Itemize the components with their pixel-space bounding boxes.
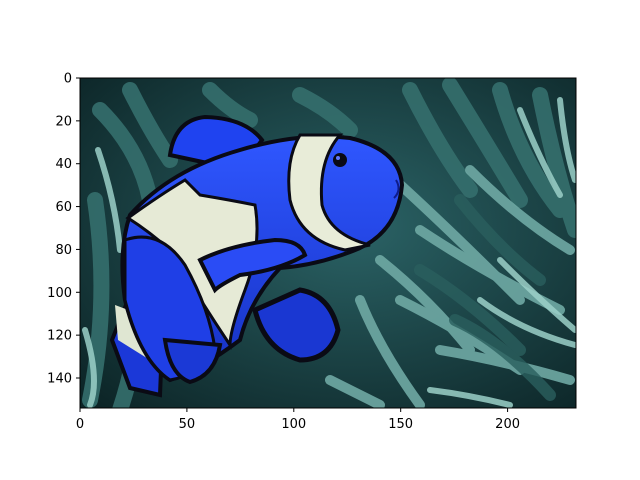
y-tick-label: 140	[47, 372, 72, 387]
y-tick-label: 120	[47, 329, 72, 344]
y-tick-label: 20	[55, 114, 72, 129]
y-tick-label: 60	[55, 200, 72, 215]
x-tick-label: 200	[495, 417, 520, 432]
x-tick-label: 150	[388, 417, 413, 432]
clownfish	[109, 114, 405, 398]
y-tick-label: 100	[47, 286, 72, 301]
fish-pectoral-fin	[197, 237, 308, 294]
y-axis: 0 20 40 60 80 100 120 140	[47, 72, 80, 387]
fish-head-stripe	[287, 133, 371, 252]
fish-pelvic-fin	[252, 287, 341, 363]
anemone-tentacles	[82, 78, 576, 408]
fish-eye	[333, 153, 347, 167]
x-tick-label: 50	[179, 417, 196, 432]
image-area	[80, 78, 576, 408]
x-axis: 0 50 100 150 200	[76, 408, 520, 432]
y-tick-label: 0	[64, 72, 72, 87]
x-tick-label: 100	[281, 417, 306, 432]
y-tick-label: 40	[55, 157, 72, 172]
y-tick-label: 80	[55, 243, 72, 258]
x-tick-label: 0	[76, 417, 84, 432]
axes-frame	[79, 77, 577, 409]
